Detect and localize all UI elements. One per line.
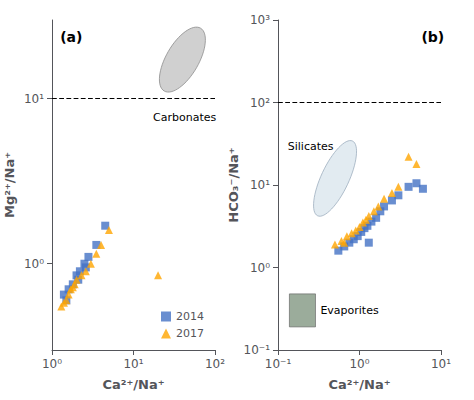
svg-text:2017: 2017 xyxy=(176,327,204,340)
svg-text:Mg²⁺/Na⁺: Mg²⁺/Na⁺ xyxy=(2,152,17,218)
svg-text:10⁰: 10⁰ xyxy=(42,357,62,371)
svg-text:(a): (a) xyxy=(60,29,82,45)
svg-text:2014: 2014 xyxy=(176,310,204,323)
svg-text:Evaporites: Evaporites xyxy=(320,304,379,317)
svg-text:Ca²⁺/Na⁺: Ca²⁺/Na⁺ xyxy=(102,377,164,392)
svg-text:10²: 10² xyxy=(205,357,225,371)
svg-text:Ca²⁺/Na⁺: Ca²⁺/Na⁺ xyxy=(328,377,390,392)
svg-text:10⁰: 10⁰ xyxy=(349,357,369,371)
svg-text:Silicates: Silicates xyxy=(288,140,334,153)
svg-text:10¹: 10¹ xyxy=(24,92,44,106)
svg-text:Carbonates: Carbonates xyxy=(153,111,216,124)
svg-text:HCO₃⁻/Na⁺: HCO₃⁻/Na⁺ xyxy=(226,147,241,222)
svg-text:(b): (b) xyxy=(421,29,444,45)
svg-text:10⁰: 10⁰ xyxy=(24,257,44,271)
svg-text:10³: 10³ xyxy=(250,13,270,27)
svg-text:10¹: 10¹ xyxy=(250,178,270,192)
svg-text:10¹: 10¹ xyxy=(123,357,143,371)
svg-text:10²: 10² xyxy=(250,96,270,110)
svg-text:10¹: 10¹ xyxy=(431,357,451,371)
svg-text:10⁻¹: 10⁻¹ xyxy=(265,357,292,371)
svg-text:10⁰: 10⁰ xyxy=(250,261,270,275)
svg-text:10⁻¹: 10⁻¹ xyxy=(244,343,271,357)
